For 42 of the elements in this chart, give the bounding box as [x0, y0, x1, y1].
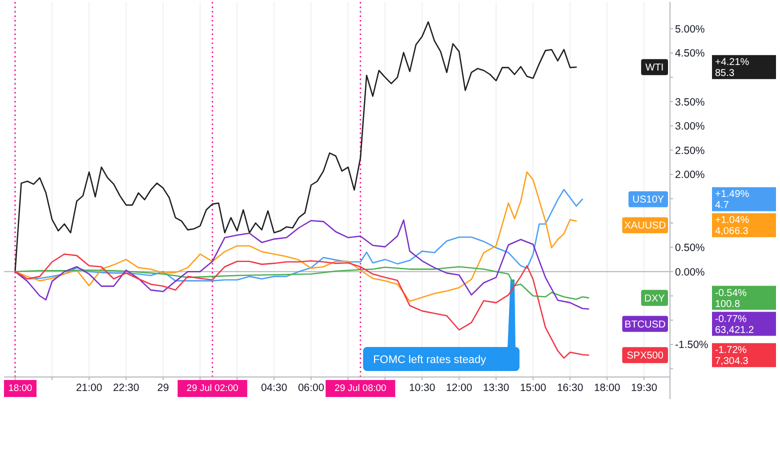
y-tick-label: 4.50% — [675, 48, 705, 60]
text: +1.49% — [715, 189, 750, 200]
text: DXY — [644, 293, 666, 304]
x-tick-label: 06:00 — [298, 382, 324, 394]
text: 85.3 — [715, 68, 735, 80]
text: XAUUSD — [624, 220, 666, 232]
annotation: FOMC left rates steady — [373, 354, 487, 366]
text: +4.21% — [715, 57, 750, 68]
text: 4,066.3 — [715, 226, 749, 238]
text: 7,304.3 — [715, 356, 749, 368]
x-tick-label: 13:30 — [482, 382, 510, 394]
y-tick-label: 5.00% — [675, 23, 705, 36]
y-tick-label: 0.00% — [675, 266, 705, 278]
x-tick-label: 04:30 — [260, 382, 288, 394]
x-tick-label: 21:00 — [76, 382, 102, 394]
y-tick-label: 0.50% — [675, 242, 705, 254]
y-tick-label: -1.50% — [675, 339, 708, 352]
ref-line-label: 29 Jul 02:00 — [186, 383, 238, 394]
text: US10Y — [632, 194, 664, 206]
x-tick-label: 16:30 — [556, 382, 584, 394]
ref-line-label: 29 Jul 08:00 — [334, 383, 386, 394]
text: 4.7 — [715, 200, 730, 212]
text: WTI — [645, 62, 664, 74]
text: -1.72% — [715, 345, 747, 356]
x-tick-label: 10:30 — [408, 382, 436, 394]
text: 100.8 — [715, 298, 740, 310]
text: -0.77% — [715, 314, 747, 325]
text: -0.54% — [715, 288, 747, 299]
text: 63,421.2 — [715, 324, 754, 336]
x-tick-label: 22:30 — [112, 382, 140, 394]
text: BTCUSD — [624, 319, 666, 330]
x-tick-label: 18:00 — [594, 382, 620, 394]
x-tick-label: 19:30 — [630, 382, 658, 394]
y-tick-label: 2.50% — [675, 144, 705, 157]
x-tick-label: 15:00 — [520, 382, 546, 394]
x-tick-label: 12:00 — [446, 382, 472, 394]
text: +1.04% — [715, 215, 750, 226]
y-tick-label: 3.50% — [675, 96, 705, 108]
x-tick-label: 29 — [157, 382, 170, 394]
y-tick-label: 2.00% — [675, 169, 705, 182]
text: SPX500 — [626, 350, 664, 362]
y-tick-label: 3.00% — [675, 120, 705, 133]
